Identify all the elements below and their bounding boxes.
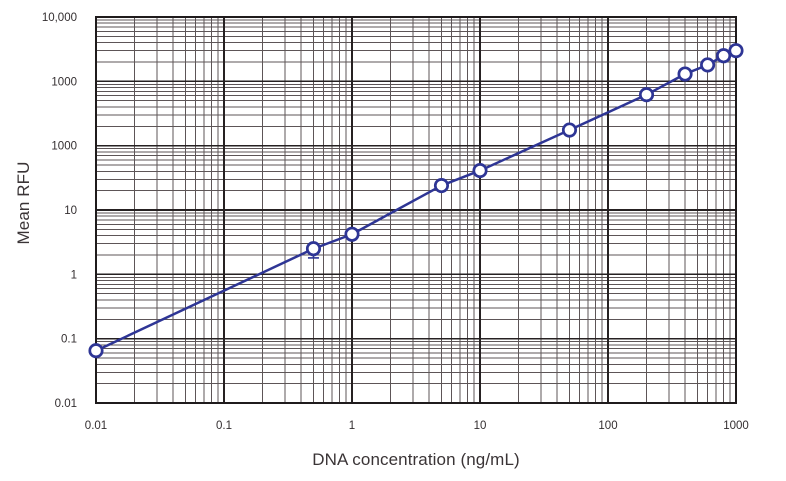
data-point [700, 57, 716, 73]
data-point [728, 43, 744, 59]
data-point [305, 241, 322, 257]
plot-frame [94, 15, 738, 405]
x-tick-labels: 0.01 0.1 1 10 100 1000 [85, 420, 749, 432]
x-axis-title: DNA concentration (ng/mL) [312, 450, 520, 469]
x-tick-label: 1 [349, 420, 355, 432]
x-tick-label: 0.01 [85, 420, 107, 432]
x-tick-label: 0.1 [216, 420, 232, 432]
y-tick-label: 0.1 [61, 334, 77, 346]
data-point [638, 87, 655, 103]
x-tick-label: 100 [598, 420, 617, 432]
data-points [88, 43, 744, 359]
data-point [561, 122, 578, 138]
grid-major [96, 17, 736, 403]
data-point [344, 226, 360, 242]
x-tick-label: 10 [474, 420, 487, 432]
data-point [677, 66, 693, 82]
y-tick-label: 10 [64, 205, 77, 217]
y-tick-label: 1000 [51, 141, 77, 153]
data-point [88, 343, 104, 359]
y-tick-label: 10,000 [42, 12, 77, 24]
y-tick-label: 1000 [51, 76, 77, 88]
data-point [472, 163, 488, 179]
y-tick-label: 0.01 [55, 398, 77, 410]
x-tick-label: 1000 [723, 420, 749, 432]
data-point [433, 177, 450, 194]
y-tick-labels: 10,000 1000 1000 10 1 0.1 0.01 [42, 12, 77, 410]
data-point [716, 48, 732, 64]
y-axis-title: Mean RFU [14, 161, 33, 245]
y-tick-label: 1 [71, 269, 77, 281]
